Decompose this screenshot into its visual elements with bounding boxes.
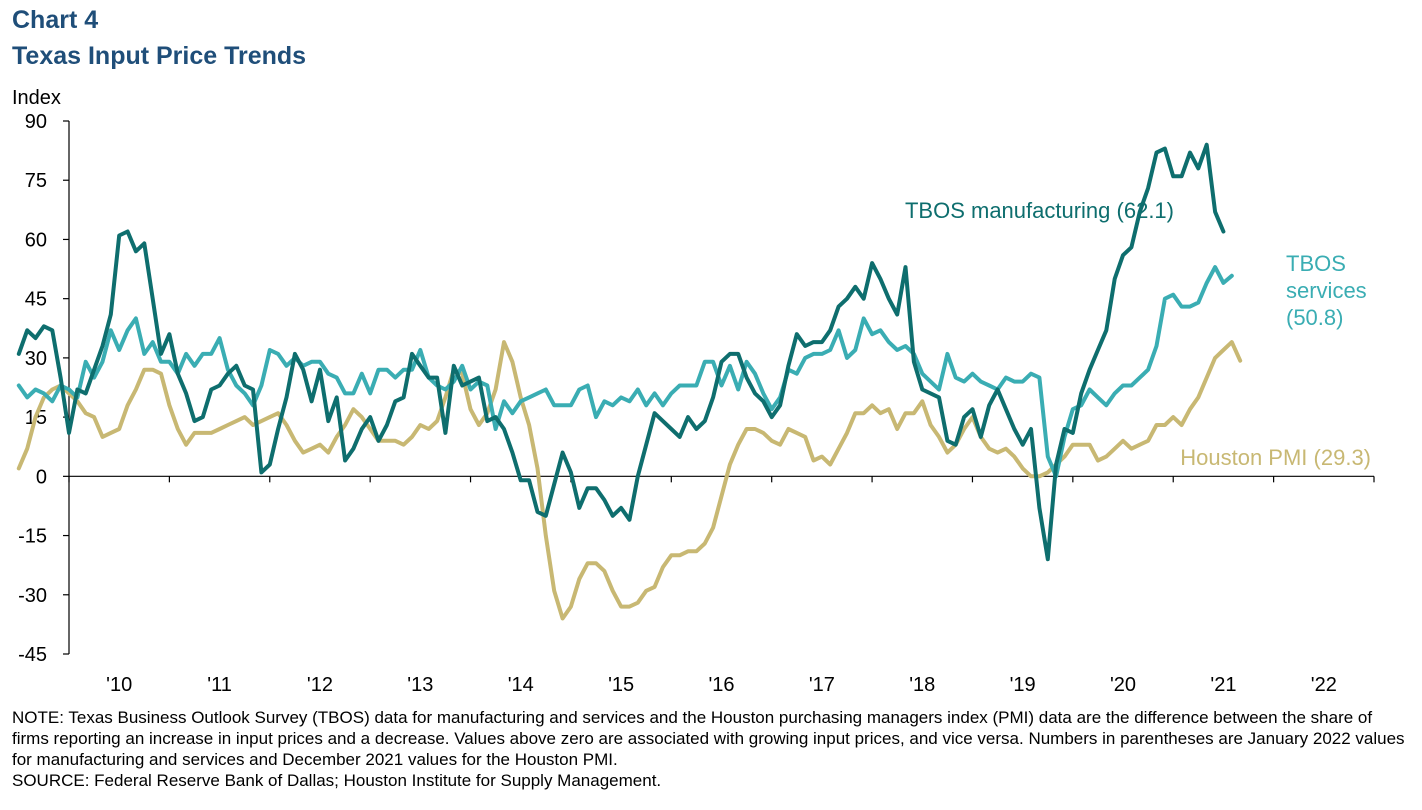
x-tick-label: '12 — [307, 674, 333, 696]
y-tick-label: -30 — [18, 585, 47, 607]
line-chart: Index 9075604530150-15-30-45'10'11'12'13… — [12, 87, 1375, 696]
series-line-houston-pmi — [16, 340, 1243, 621]
chart-footnote: NOTE: Texas Business Outlook Survey (TBO… — [12, 707, 1412, 791]
y-tick-label: 90 — [25, 111, 47, 133]
series-labels: TBOS manufacturing (62.1) TBOS services (50… — [905, 198, 1371, 470]
y-tick-label: 30 — [25, 348, 47, 370]
series-label-houston-pmi: Houston PMI (29.3) — [1180, 445, 1371, 470]
note-text: NOTE: Texas Business Outlook Survey (TBO… — [12, 708, 1405, 769]
y-axis-title: Index — [12, 87, 61, 109]
series-line-tbos-services — [16, 265, 1234, 479]
y-tick-label: -15 — [18, 526, 47, 548]
x-tick-label: '10 — [106, 674, 132, 696]
axes: 9075604530150-15-30-45'10'11'12'13'14'15… — [18, 111, 1375, 696]
series-line-tbos-manufacturing — [16, 142, 1226, 562]
x-tick-label: '13 — [407, 674, 433, 696]
x-tick-label: '20 — [1110, 674, 1136, 696]
x-tick-label: '17 — [809, 674, 835, 696]
chart-number: Chart 4 — [12, 6, 99, 34]
series-label-tbos-services: TBOS services (50.8) — [1286, 251, 1367, 330]
x-tick-label: '16 — [708, 674, 734, 696]
series-lines — [16, 142, 1243, 621]
x-tick-label: '14 — [508, 674, 534, 696]
y-tick-label: 75 — [25, 170, 47, 192]
y-tick-label: -45 — [18, 644, 47, 666]
y-tick-label: 60 — [25, 229, 47, 251]
source-text: SOURCE: Federal Reserve Bank of Dallas; … — [12, 771, 662, 790]
x-tick-label: '22 — [1311, 674, 1337, 696]
chart-title: Texas Input Price Trends — [12, 42, 307, 70]
y-tick-label: 0 — [36, 466, 47, 488]
x-tick-label: '15 — [608, 674, 634, 696]
x-tick-label: '11 — [207, 674, 232, 696]
series-label-tbos-manufacturing: TBOS manufacturing (62.1) — [905, 198, 1174, 223]
x-tick-label: '19 — [1010, 674, 1036, 696]
y-tick-label: 45 — [25, 289, 47, 311]
x-tick-label: '21 — [1210, 674, 1236, 696]
x-tick-label: '18 — [909, 674, 935, 696]
